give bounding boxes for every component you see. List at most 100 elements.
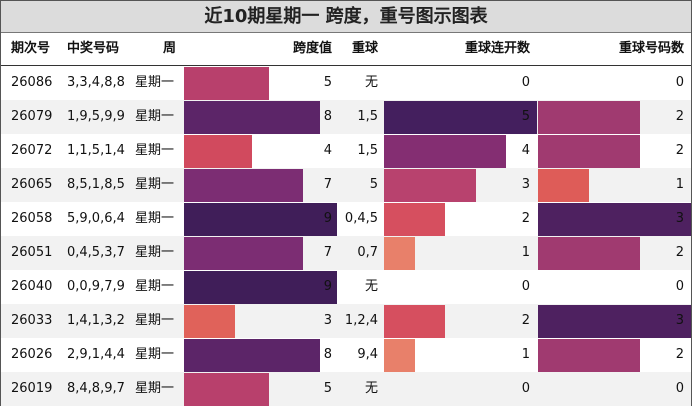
count-bar-7 [538,305,691,338]
count-bar-1 [538,101,640,134]
streak-value: 5 [521,109,530,124]
period-cell: 26058 [11,211,53,226]
repeat-cell: 5 [369,177,378,192]
span-bar-5 [184,237,303,270]
numbers-cell: 8,5,1,8,5 [67,177,125,192]
span-bar-0 [184,67,269,100]
span-bar-3 [184,169,303,202]
period-cell: 26033 [11,313,53,328]
table-row: 26051 0,4,5,3,7 星期一 7 0,7 1 2 [1,236,691,270]
repeat-cell: 1,2,4 [344,313,378,328]
header-repeat: 重球 [351,41,378,56]
table-row: 26065 8,5,1,8,5 星期一 7 5 3 1 [1,168,691,202]
header-weekday: 周 [163,41,177,56]
count-value: 0 [675,75,684,90]
streak-value: 2 [521,313,530,328]
streak-bar-3 [384,169,476,202]
repeat-cell: 无 [364,75,378,90]
table-row: 26019 8,4,8,9,7 星期一 5 无 0 0 [1,372,691,406]
numbers-cell: 3,3,4,8,8 [67,75,125,90]
period-cell: 26019 [11,381,53,396]
span-value: 9 [323,211,332,226]
repeat-cell: 0,7 [357,245,378,260]
weekday-cell: 星期一 [135,177,175,192]
span-bar-8 [184,339,320,372]
numbers-cell: 8,4,8,9,7 [67,381,125,396]
span-value: 8 [323,109,332,124]
table-body: 26086 3,3,4,8,8 星期一 5 无 0 0 26079 1,9,5,9,9 星期一 8 1… [1,66,691,406]
period-cell: 26051 [11,245,53,260]
period-cell: 26072 [11,143,53,158]
span-value: 9 [323,279,332,294]
repeat-cell: 无 [364,279,378,294]
period-cell: 26040 [11,279,53,294]
period-cell: 26079 [11,109,53,124]
header-numbers: 中奖号码 [67,41,120,56]
streak-value: 0 [521,75,530,90]
repeat-cell: 1,5 [357,109,378,124]
span-value: 3 [323,313,332,328]
numbers-cell: 1,9,5,9,9 [67,109,125,124]
span-bar-9 [184,373,269,406]
count-value: 2 [675,109,684,124]
streak-value: 0 [521,279,530,294]
span-bar-1 [184,101,320,134]
table-row: 26033 1,4,1,3,2 星期一 3 1,2,4 2 3 [1,304,691,338]
numbers-cell: 0,4,5,3,7 [67,245,125,260]
numbers-cell: 5,9,0,6,4 [67,211,125,226]
weekday-cell: 星期一 [135,245,175,260]
span-bar-2 [184,135,252,168]
streak-bar-4 [384,203,446,236]
repeat-cell: 无 [364,381,378,396]
streak-bar-1 [384,101,537,134]
span-value: 7 [323,177,332,192]
span-value: 5 [323,75,332,90]
header-count: 重球号码数 [618,41,684,56]
weekday-cell: 星期一 [135,75,175,90]
numbers-cell: 1,4,1,3,2 [67,313,125,328]
count-value: 3 [675,211,684,226]
table-header: 期次号 中奖号码 周 跨度值 重球 重球连开数 重球号码数 [1,33,691,66]
count-bar-8 [538,339,640,372]
numbers-cell: 0,0,9,7,9 [67,279,125,294]
count-value: 1 [675,177,684,192]
header-period: 期次号 [11,41,51,56]
weekday-cell: 星期一 [135,109,175,124]
header-streak: 重球连开数 [464,41,530,56]
table-row: 26040 0,0,9,7,9 星期一 9 无 0 0 [1,270,691,304]
table-row: 26026 2,9,1,4,4 星期一 8 9,4 1 2 [1,338,691,372]
streak-value: 0 [521,381,530,396]
period-cell: 26086 [11,75,53,90]
streak-bar-7 [384,305,446,338]
count-value: 0 [675,381,684,396]
repeat-cell: 9,4 [357,347,378,362]
streak-bar-2 [384,135,507,168]
count-bar-3 [538,169,589,202]
chart-title: 近10期星期一 跨度，重号图示图表 [1,1,691,33]
streak-bar-8 [384,339,415,372]
weekday-cell: 星期一 [135,143,175,158]
weekday-cell: 星期一 [135,211,175,226]
weekday-cell: 星期一 [135,381,175,396]
span-value: 8 [323,347,332,362]
span-bar-7 [184,305,235,338]
table-row: 26079 1,9,5,9,9 星期一 8 1,5 5 2 [1,100,691,134]
count-value: 2 [675,347,684,362]
streak-value: 1 [521,347,530,362]
streak-value: 3 [521,177,530,192]
span-bar-4 [184,203,337,236]
period-cell: 26026 [11,347,53,362]
count-value: 3 [675,313,684,328]
header-span: 跨度值 [292,41,332,56]
weekday-cell: 星期一 [135,313,175,328]
numbers-cell: 2,9,1,4,4 [67,347,125,362]
count-value: 2 [675,245,684,260]
span-value: 7 [323,245,332,260]
table-row: 26086 3,3,4,8,8 星期一 5 无 0 0 [1,66,691,100]
numbers-cell: 1,1,5,1,4 [67,143,125,158]
count-value: 0 [675,279,684,294]
weekday-cell: 星期一 [135,347,175,362]
repeat-cell: 0,4,5 [344,211,378,226]
span-bar-6 [184,271,337,304]
